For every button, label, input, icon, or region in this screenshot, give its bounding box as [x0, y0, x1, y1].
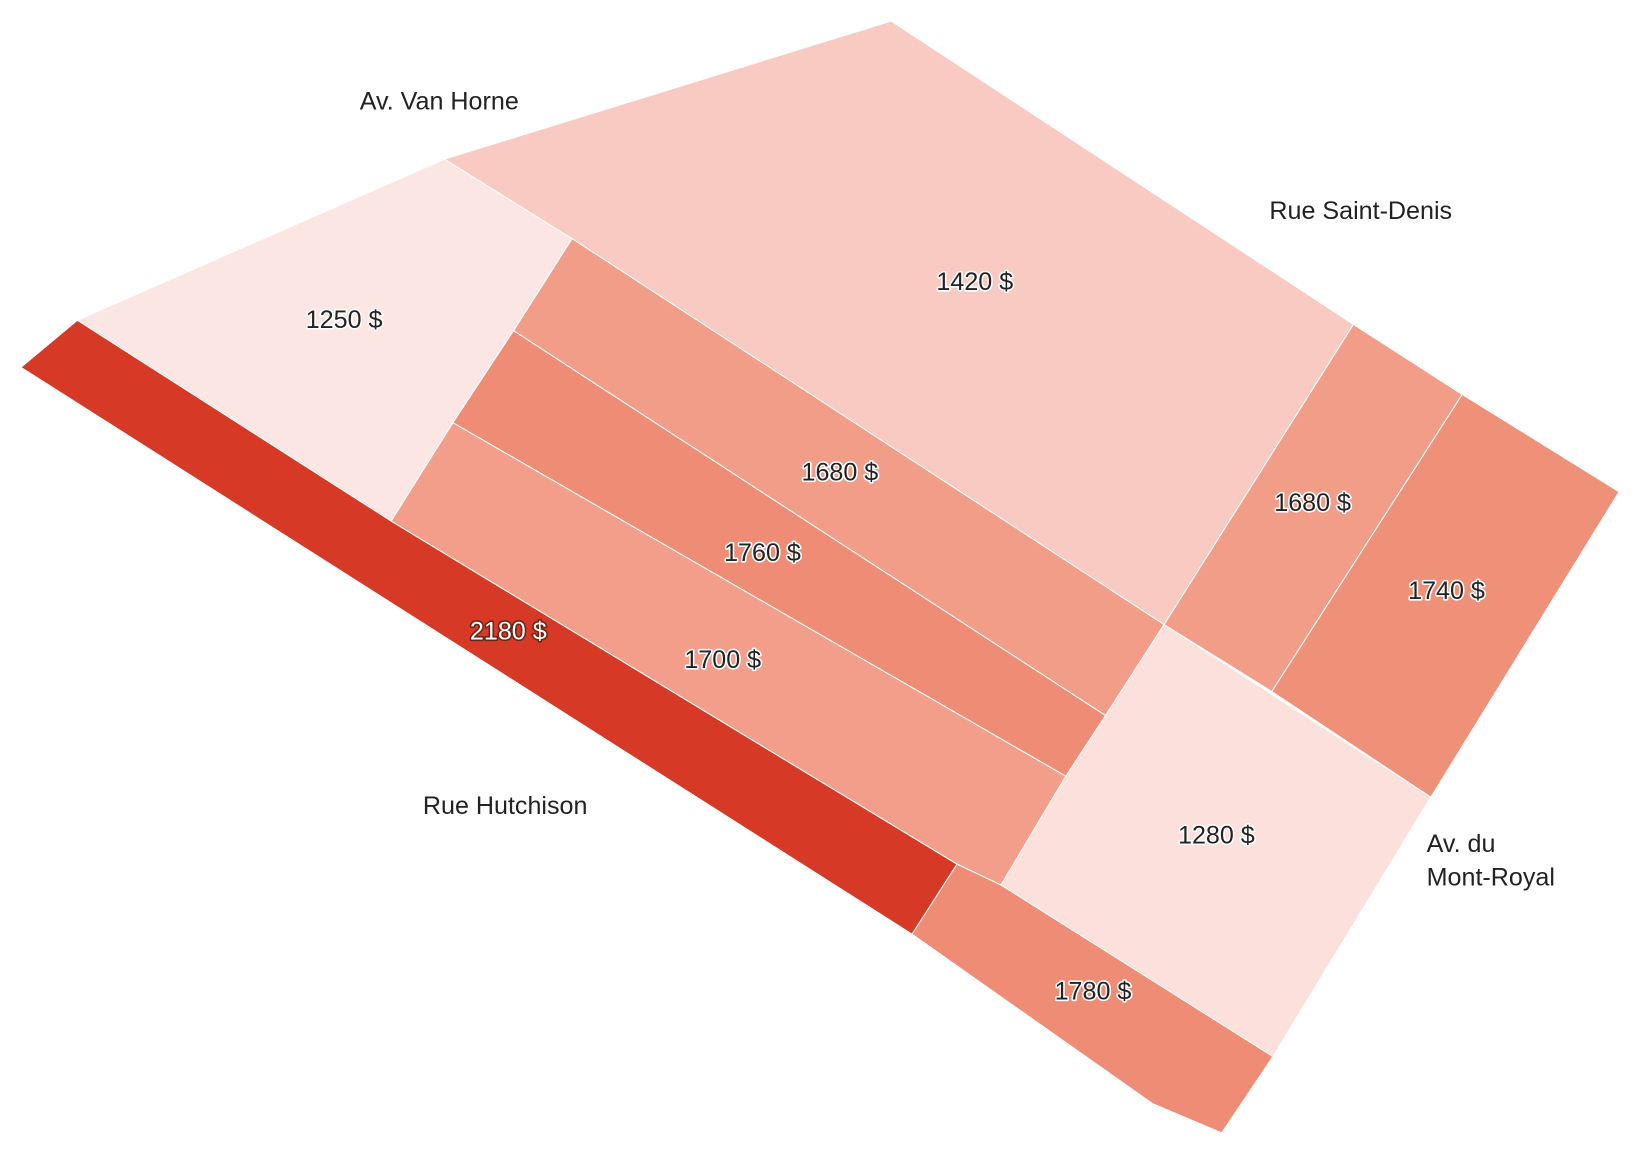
- region-label: 1740 $: [1408, 577, 1485, 605]
- street-label: Rue Saint-Denis: [1269, 197, 1452, 225]
- region-label: 1760 $: [724, 539, 801, 567]
- region-label: 1680 $: [801, 459, 878, 487]
- region-label: 1280 $: [1178, 822, 1255, 850]
- region-label: 1420 $: [936, 268, 1013, 296]
- street-label: Rue Hutchison: [423, 792, 588, 820]
- street-label: Av. du: [1427, 830, 1496, 858]
- street-label: Av. Van Horne: [360, 87, 519, 115]
- street-label: Mont-Royal: [1427, 863, 1555, 891]
- region-label: 1250 $: [306, 306, 383, 334]
- region-label: 2180 $: [470, 618, 547, 646]
- region-label: 1680 $: [1274, 489, 1351, 517]
- region: [911, 863, 1274, 1134]
- region-label: 1700 $: [684, 646, 761, 674]
- region-label: 1780 $: [1055, 977, 1132, 1005]
